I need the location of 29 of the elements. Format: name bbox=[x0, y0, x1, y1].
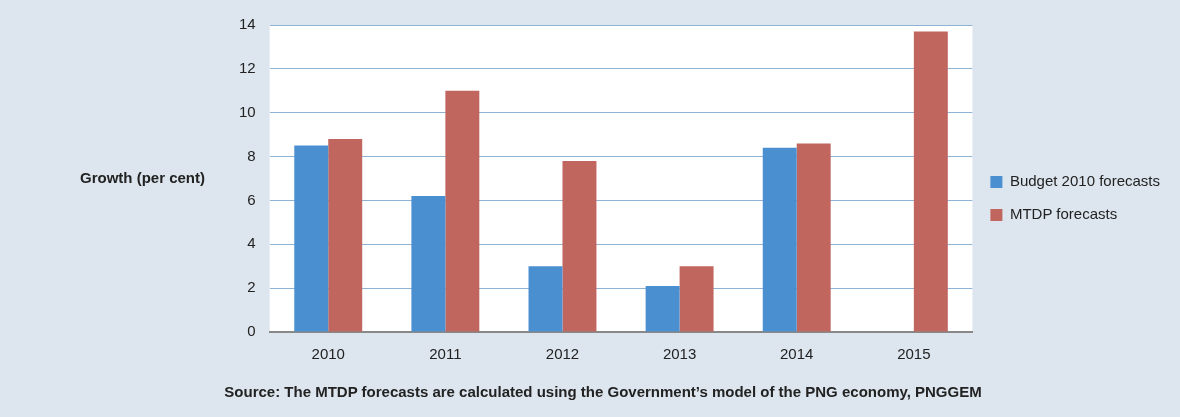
source-note: Source: The MTDP forecasts are calculated using the Government’s model of the PNG economy, PNGGEM bbox=[224, 383, 982, 401]
x-tick-label: 2013 bbox=[662, 345, 697, 363]
y-tick-label: 12 bbox=[239, 59, 256, 76]
bar bbox=[562, 160, 597, 332]
y-tick-label: 6 bbox=[247, 190, 256, 208]
bar bbox=[913, 31, 948, 332]
x-tick-label: 2012 bbox=[545, 345, 580, 363]
x-tick-label: 2011 bbox=[429, 345, 462, 363]
legend-label: MTDP forecasts bbox=[1009, 205, 1118, 223]
x-tick-label: 2014 bbox=[780, 345, 814, 363]
y-tick-label: 0 bbox=[247, 322, 256, 340]
bar bbox=[762, 147, 797, 332]
bar bbox=[294, 145, 329, 332]
y-tick-label: 10 bbox=[239, 102, 256, 120]
bar bbox=[445, 90, 480, 332]
bar bbox=[411, 196, 446, 332]
y-tick-label: 2 bbox=[247, 278, 256, 296]
x-tick-label: 2010 bbox=[311, 345, 345, 363]
y-axis-title: Growth (per cent) bbox=[80, 168, 206, 186]
bar bbox=[328, 139, 363, 332]
y-tick-label: 14 bbox=[239, 15, 256, 33]
legend-label: Budget 2010 forecasts bbox=[1009, 172, 1161, 190]
bar bbox=[645, 285, 680, 332]
bar bbox=[796, 143, 831, 332]
y-tick-label: 8 bbox=[247, 146, 256, 164]
bar bbox=[528, 266, 563, 332]
x-tick-label: 2015 bbox=[897, 345, 931, 363]
bar bbox=[679, 266, 714, 332]
y-tick-label: 4 bbox=[247, 234, 256, 252]
